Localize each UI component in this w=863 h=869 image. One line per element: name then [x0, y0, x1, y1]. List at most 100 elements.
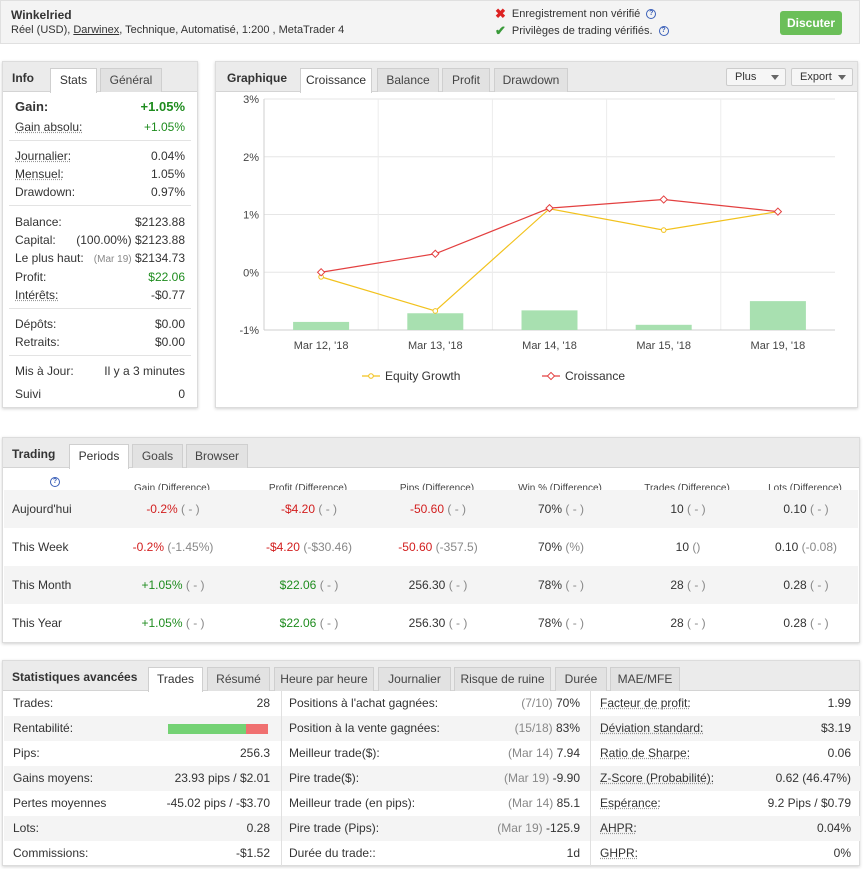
tab-profit[interactable]: Profit [442, 68, 490, 92]
stat-row: Pire trade($): (Mar 19) -9.90 [282, 766, 590, 791]
stat-value: 70% [555, 696, 580, 710]
croissance-point [773, 207, 783, 216]
tab-goals[interactable]: Goals [132, 444, 183, 468]
updated-value: Il y a 3 minutes [104, 364, 185, 378]
gain-value: +1.05% [141, 616, 183, 630]
tab-stats[interactable]: Stats [50, 68, 97, 93]
account-title: Winkelried [11, 8, 72, 22]
win-value: 70% [537, 540, 562, 554]
trades-cell: 28 ( - ) [618, 578, 758, 592]
withdrawals-value: $0.00 [154, 335, 185, 349]
tab-croissance[interactable]: Croissance [300, 68, 372, 93]
volume-bar [749, 301, 806, 330]
lots-cell: 0.10 (-0.08) [736, 540, 863, 554]
stat-label: Meilleur trade (en pips): [289, 796, 416, 810]
table-row: This Week -0.2% (-1.45%) -$4.20 (-$30.46) -… [4, 528, 858, 566]
updated-row: Mis à Jour: Il y a 3 minutes [15, 362, 185, 380]
profit-value: -$4.20 [265, 540, 300, 554]
stat-label: Positions à l'achat gagnées: [289, 696, 439, 710]
daily-label: Journalier: [15, 149, 72, 163]
stat-row: Rentabilité: [4, 716, 281, 741]
pips-value: 256.30 [408, 578, 446, 592]
pips-value: 256.30 [408, 616, 446, 630]
tab-hourly[interactable]: Heure par heure [274, 667, 374, 691]
stat-value: 256.3 [239, 746, 270, 760]
tab-periods[interactable]: Periods [69, 444, 129, 469]
stat-row: Pertes moyennes -45.02 pips / -$3.70 [4, 791, 281, 816]
tab-mae-mfe[interactable]: MAE/MFE [610, 667, 680, 691]
win-difference: ( - ) [565, 616, 585, 630]
broker-link[interactable]: Darwinex [73, 24, 120, 36]
help-icon[interactable]: ? [658, 26, 669, 36]
col-lots: Lots (Difference) [768, 483, 842, 494]
tab-balance[interactable]: Balance [377, 68, 439, 92]
period-label: This Month [12, 578, 72, 592]
tab-browser[interactable]: Browser [186, 444, 248, 468]
interest-value: -$0.77 [150, 288, 185, 302]
legend-label: Croissance [565, 369, 625, 383]
stat-label: Lots: [13, 821, 40, 835]
lots-cell: 0.28 ( - ) [736, 578, 863, 592]
stat-value: 0.06 [827, 746, 851, 760]
stat-value: 85.1 [556, 796, 580, 810]
tab-summary[interactable]: Résumé [207, 667, 270, 691]
help-icon[interactable]: ? [50, 477, 60, 487]
x-tick-label: Mar 14, '18 [522, 340, 577, 352]
stat-row: GHPR: 0% [591, 841, 860, 866]
y-tick-label: 2% [243, 152, 259, 164]
trades-cell: 10 ( - ) [618, 502, 758, 516]
win-cell: 70% ( - ) [491, 502, 631, 516]
stat-label: Meilleur trade($): [289, 746, 380, 760]
profit-value: $22.06 [279, 578, 317, 592]
tab-trades[interactable]: Trades [148, 667, 203, 692]
subtitle-suffix: , Technique, Automatisé, 1:200 , MetaTra… [119, 24, 345, 36]
win-cell: 78% ( - ) [491, 578, 631, 592]
help-icon[interactable]: ? [646, 9, 657, 19]
croissance-point [316, 268, 326, 277]
followers-row: Suivi 0 [15, 385, 185, 403]
stat-label: Pire trade($): [289, 771, 360, 785]
trading-panel: Trading Periods Goals Browser ? Gain (Di… [2, 437, 860, 643]
more-dropdown[interactable]: Plus [726, 68, 786, 86]
trades-cell: 10 () [618, 540, 758, 554]
series-line-equity-growth [320, 208, 778, 312]
divider [9, 140, 191, 141]
period-label: Aujourd'hui [12, 502, 72, 516]
stat-row: Gains moyens: 23.93 pips / $2.01 [4, 766, 281, 791]
tab-risk-of-ruin[interactable]: Risque de ruine [454, 667, 551, 691]
stat-row: Position à la vente gagnées: (15/18) 83% [282, 716, 590, 741]
period-label: This Week [12, 540, 69, 554]
profit-difference: ( - ) [318, 502, 338, 516]
check-icon: ✔ [495, 23, 506, 38]
pips-cell: -50.60 (-357.5) [368, 540, 508, 554]
tab-daily[interactable]: Journalier [378, 667, 451, 691]
profit-value: -$4.20 [280, 502, 316, 516]
balance-value: $2123.88 [134, 215, 185, 229]
tab-drawdown[interactable]: Drawdown [494, 68, 568, 92]
gain-cell: -0.2% ( - ) [103, 502, 243, 516]
tab-duration[interactable]: Durée [555, 667, 607, 691]
gain-difference: (-1.45%) [167, 540, 214, 554]
pips-value: -50.60 [409, 502, 445, 516]
pips-difference: ( - ) [448, 578, 468, 592]
highest-label: Le plus haut: [15, 251, 84, 265]
updated-label: Mis à Jour: [15, 364, 74, 378]
gain-difference: ( - ) [185, 616, 205, 630]
win-value: 70% [537, 502, 563, 516]
tab-general[interactable]: Général [100, 68, 162, 92]
balance-label: Balance: [15, 215, 62, 229]
highest-value: $2134.73 [134, 251, 185, 265]
chart-panel: Graphique Croissance Balance Profit Draw… [215, 61, 858, 408]
monthly-value: 1.05% [150, 167, 185, 181]
discuss-button[interactable]: Discuter [780, 11, 842, 35]
gain-label: Gain: [15, 99, 49, 114]
volume-bar [521, 310, 578, 330]
stat-value: 83% [555, 721, 580, 735]
export-dropdown[interactable]: Export [791, 68, 853, 86]
gain-value: -0.2% [146, 502, 178, 516]
profit-value: $22.06 [279, 616, 317, 630]
equity-growth-point [432, 308, 439, 314]
advanced-heading: Statistiques avancées [12, 670, 138, 684]
stat-row: Meilleur trade($): (Mar 14) 7.94 [282, 741, 590, 766]
x-tick-label: Mar 12, '18 [294, 340, 349, 352]
